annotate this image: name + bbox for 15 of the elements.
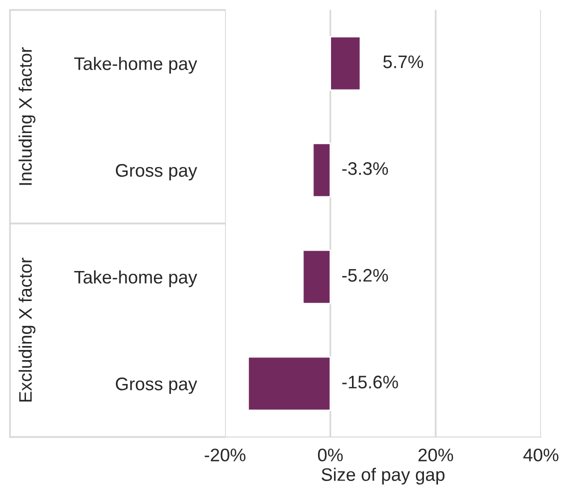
y-tick-label: Take-home pay bbox=[74, 56, 198, 74]
data-label: -3.3% bbox=[342, 162, 388, 175]
x-axis-title: Size of pay gap bbox=[322, 468, 444, 485]
x-tick-label: 40% bbox=[523, 448, 558, 462]
y-tick-label: Gross pay bbox=[116, 164, 198, 180]
text: Excluding X factor bbox=[18, 258, 36, 402]
x-tick-label: -20% bbox=[204, 448, 246, 462]
data-label: 5.7% bbox=[383, 56, 424, 68]
x-tick-label: 20% bbox=[418, 448, 454, 462]
y-tick-label: Gross pay bbox=[116, 378, 198, 394]
y-tick-label: Take-home pay bbox=[74, 270, 198, 288]
x-tick-label: 0% bbox=[318, 448, 343, 462]
text: Including X factor bbox=[18, 47, 36, 185]
data-label: -5.2% bbox=[342, 268, 388, 282]
data-label: -15.6% bbox=[342, 376, 398, 388]
